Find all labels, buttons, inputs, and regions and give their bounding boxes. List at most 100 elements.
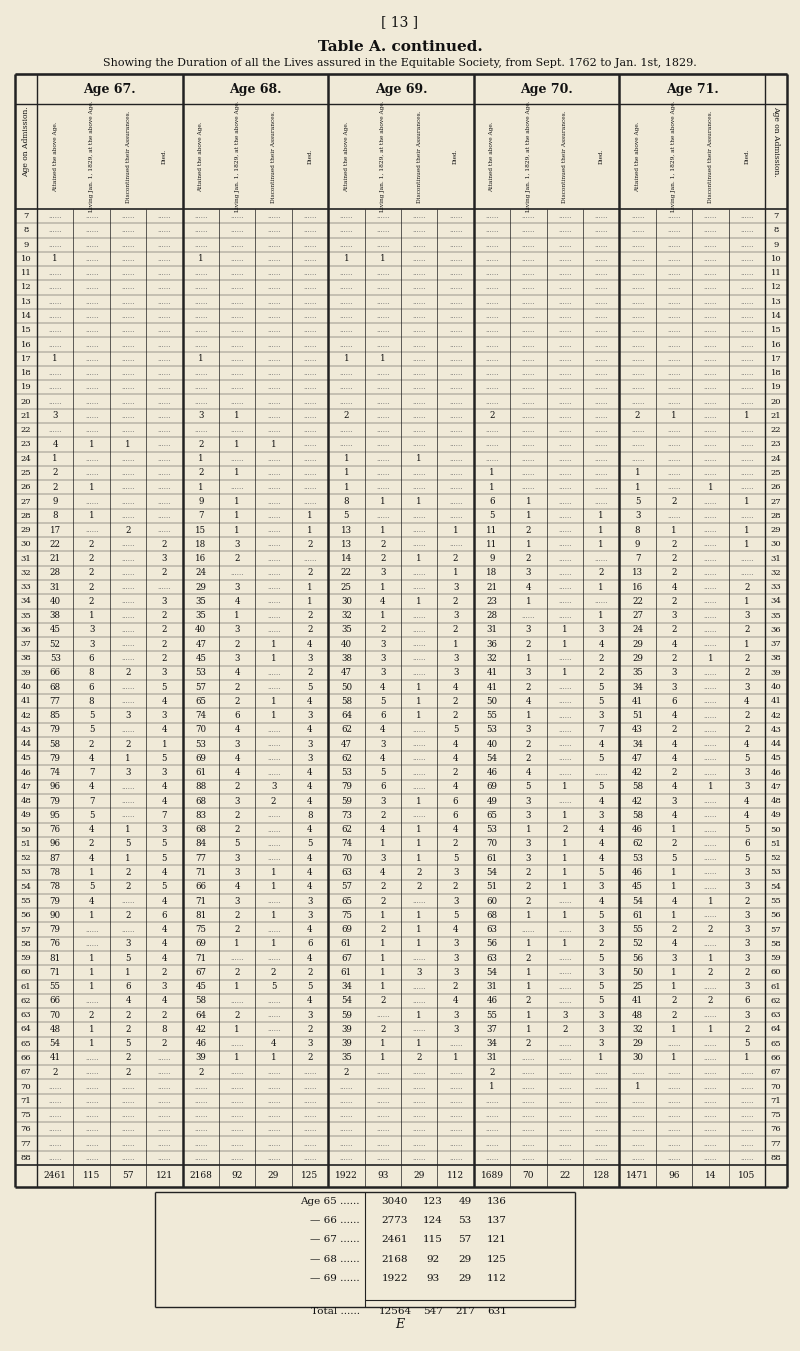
Text: 27: 27 [770, 497, 782, 505]
Text: Age on Admission.: Age on Admission. [772, 107, 780, 177]
Text: 2: 2 [89, 597, 94, 605]
Text: 58: 58 [50, 739, 61, 748]
Text: 11: 11 [770, 269, 782, 277]
Text: 54: 54 [486, 867, 498, 877]
Text: ......: ...... [522, 612, 535, 620]
Text: 4: 4 [453, 754, 458, 763]
Text: 1: 1 [52, 454, 58, 463]
Text: 13: 13 [21, 297, 31, 305]
Text: 69: 69 [486, 782, 498, 792]
Text: ......: ...... [267, 227, 280, 235]
Text: 3: 3 [307, 711, 313, 720]
Text: 5: 5 [598, 867, 604, 877]
Text: 1: 1 [343, 482, 350, 492]
Text: 112: 112 [447, 1171, 464, 1181]
Text: ......: ...... [667, 269, 681, 277]
Text: 5: 5 [271, 982, 276, 992]
Text: ......: ...... [631, 1069, 644, 1077]
Text: ......: ...... [267, 754, 280, 762]
Text: 9: 9 [23, 240, 29, 249]
Text: ......: ...... [267, 840, 280, 848]
Text: ......: ...... [194, 384, 207, 392]
Text: ......: ...... [230, 1082, 244, 1090]
Text: 44: 44 [21, 740, 31, 748]
Text: ......: ...... [376, 297, 390, 305]
Text: ......: ...... [704, 512, 717, 520]
Text: ......: ...... [704, 240, 717, 249]
Text: ......: ...... [594, 240, 608, 249]
Text: 3: 3 [234, 654, 240, 663]
Text: ......: ...... [522, 925, 535, 934]
Text: ......: ...... [49, 240, 62, 249]
Text: 8: 8 [23, 227, 29, 235]
Text: ......: ...... [667, 212, 681, 220]
Text: ......: ...... [303, 355, 317, 363]
Text: Attained the above Age.: Attained the above Age. [490, 122, 494, 192]
Text: — 67 ......: — 67 ...... [310, 1235, 360, 1244]
Text: 79: 79 [50, 797, 61, 805]
Text: ......: ...... [667, 284, 681, 292]
Text: ......: ...... [704, 769, 717, 777]
Text: ......: ...... [267, 240, 280, 249]
Text: ......: ...... [704, 297, 717, 305]
Text: ......: ...... [558, 512, 571, 520]
Text: 4: 4 [380, 754, 386, 763]
Text: 1: 1 [416, 597, 422, 605]
Text: Died.: Died. [453, 149, 458, 165]
Text: ......: ...... [704, 554, 717, 562]
Text: 15: 15 [21, 327, 31, 334]
Text: ......: ...... [194, 284, 207, 292]
Text: ......: ...... [704, 940, 717, 948]
Text: ......: ...... [303, 1082, 317, 1090]
Text: 5: 5 [526, 782, 531, 792]
Text: 4: 4 [162, 797, 167, 805]
Text: ......: ...... [413, 412, 426, 420]
Text: 47: 47 [195, 639, 206, 648]
Text: 59: 59 [770, 954, 782, 962]
Text: 2: 2 [708, 997, 713, 1005]
Text: ......: ...... [413, 897, 426, 905]
Text: ......: ...... [267, 412, 280, 420]
Text: 4: 4 [671, 711, 677, 720]
Text: 61: 61 [486, 854, 498, 863]
Text: 4: 4 [162, 697, 167, 705]
Text: 2: 2 [526, 882, 531, 892]
Text: 2: 2 [598, 939, 604, 948]
Text: 2: 2 [380, 882, 386, 892]
Text: 2: 2 [417, 867, 422, 877]
Text: ......: ...... [85, 1069, 98, 1077]
Text: 3: 3 [671, 797, 677, 805]
Text: ......: ...... [740, 469, 754, 477]
Text: 55: 55 [50, 982, 61, 992]
Text: ......: ...... [267, 825, 280, 834]
Text: ......: ...... [704, 697, 717, 705]
Text: ......: ...... [85, 212, 98, 220]
Text: ......: ...... [158, 1140, 171, 1147]
Text: ......: ...... [449, 412, 462, 420]
Text: 4: 4 [89, 854, 94, 863]
Text: ......: ...... [558, 240, 571, 249]
Text: ......: ...... [85, 455, 98, 462]
Text: 40: 40 [195, 626, 206, 635]
Text: ......: ...... [522, 455, 535, 462]
Text: ......: ...... [303, 397, 317, 405]
Text: ......: ...... [376, 455, 390, 462]
Text: ......: ...... [704, 227, 717, 235]
Text: 3: 3 [453, 954, 458, 963]
Text: 4: 4 [526, 582, 531, 592]
Text: ......: ...... [340, 312, 353, 320]
Text: ......: ...... [558, 684, 571, 690]
Text: ......: ...... [122, 397, 134, 405]
Text: ......: ...... [740, 340, 754, 349]
Text: 2: 2 [234, 925, 240, 934]
Text: 1: 1 [634, 482, 641, 492]
Text: 2: 2 [234, 967, 240, 977]
Text: 2: 2 [526, 639, 531, 648]
Text: 5: 5 [162, 754, 167, 763]
Text: 1: 1 [416, 497, 422, 507]
Text: 35: 35 [341, 1054, 352, 1062]
Text: ......: ...... [522, 340, 535, 349]
Text: ......: ...... [85, 526, 98, 534]
Text: ......: ...... [267, 384, 280, 392]
Text: ......: ...... [522, 1054, 535, 1062]
